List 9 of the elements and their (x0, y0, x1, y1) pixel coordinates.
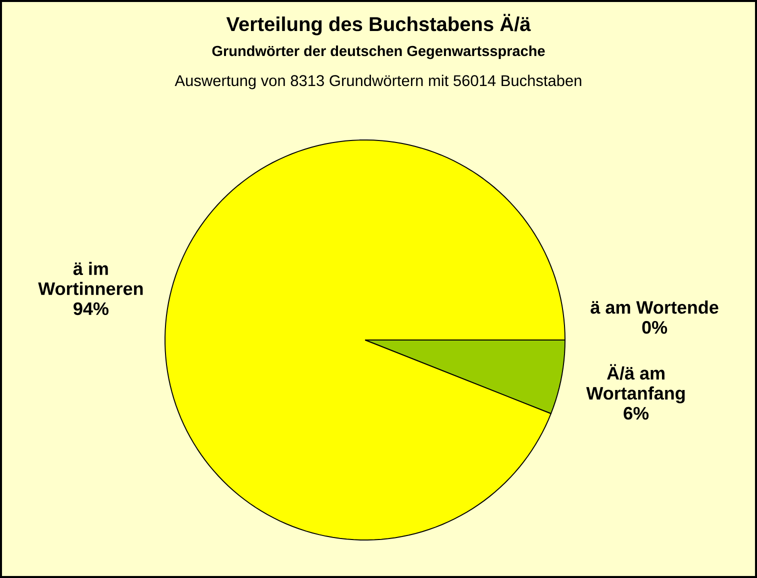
slice-label: ä im Wortinneren (38, 262, 143, 296)
slice-label: Ä/ä am Wortanfang (586, 364, 685, 404)
category-label: ä am Wortende (590, 300, 718, 314)
text: Auswertung von 8313 Grundwörtern mit 56014 Buchstaben (174, 74, 582, 90)
data-label: 94% (74, 302, 108, 316)
chart-title: Verteilung des Buchstabens Ä/ä (226, 14, 531, 36)
text: 0% (642, 321, 668, 334)
data-label: 6% (624, 406, 649, 420)
chart-subtitle: Grundwörter der deutschen Gegenwartssprache (212, 45, 545, 60)
